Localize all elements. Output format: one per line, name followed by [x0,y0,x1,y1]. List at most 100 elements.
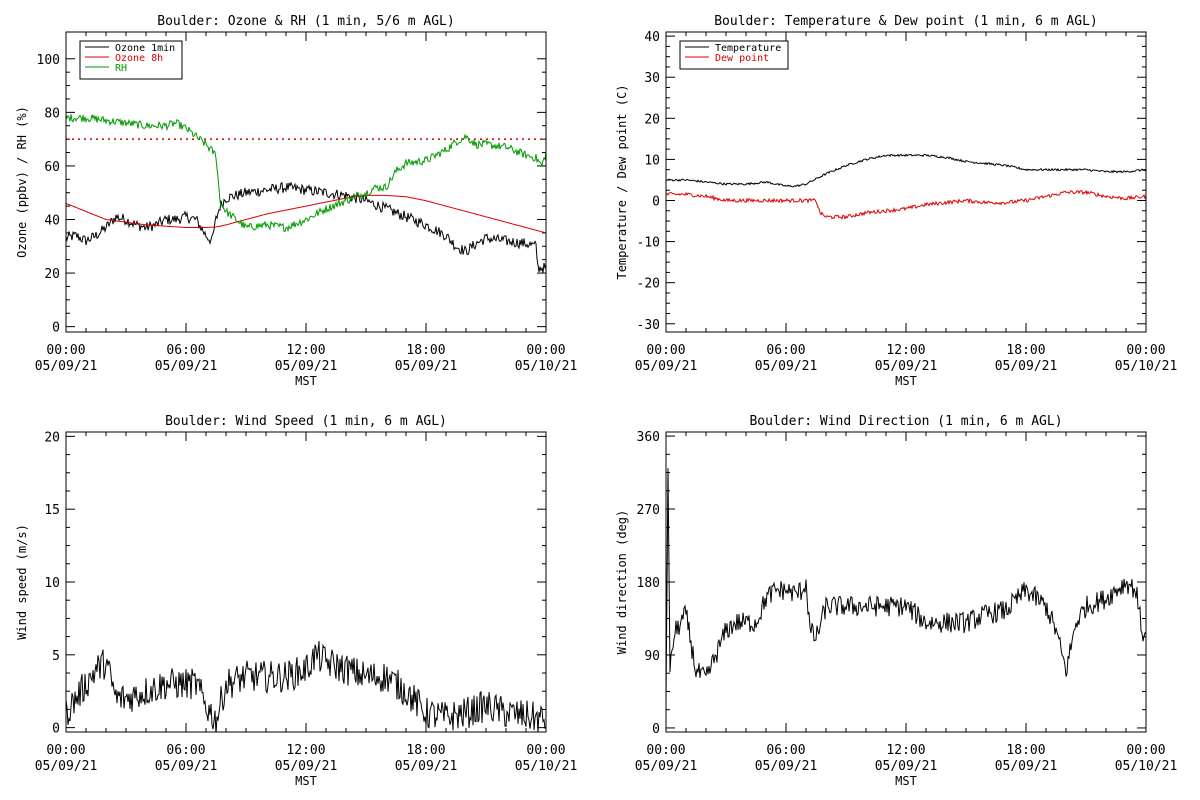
y-tick-label: 30 [644,71,660,86]
series-line-ozone-8h [66,194,546,234]
x-tick-label: 00:00 [1126,343,1165,358]
x-tick-label: 06:00 [166,743,205,758]
x-tick-label: 06:00 [766,343,805,358]
chart-panel-2: Boulder: Temperature & Dew point (1 min,… [615,14,1177,388]
x-axis-label: MST [295,374,317,388]
y-tick-label: -10 [637,236,660,251]
y-tick-label: -20 [637,277,660,292]
x-tick-date: 05/09/21 [875,359,938,374]
y-tick-label: 270 [637,503,660,518]
chart-title: Boulder: Wind Direction (1 min, 6 m AGL) [749,414,1062,429]
y-tick-label: 40 [44,214,60,229]
series-line-rh [66,114,546,233]
x-tick-date: 05/09/21 [35,759,98,774]
chart-title: Boulder: Ozone & RH (1 min, 5/6 m AGL) [157,14,454,29]
y-tick-label: 20 [644,112,660,127]
series-line-temperature [666,153,1146,188]
y-tick-label: 40 [644,30,660,45]
x-tick-label: 00:00 [46,743,85,758]
y-tick-label: 90 [644,649,660,664]
chart-panel-3: Boulder: Wind Speed (1 min, 6 m AGL) Wind… [15,414,577,788]
legend-label: Ozone 8h [115,53,163,64]
y-tick-label: 0 [52,321,60,336]
x-tick-date: 05/09/21 [995,359,1058,374]
y-tick-label: 60 [44,160,60,175]
x-tick-date: 05/10/21 [1115,759,1178,774]
x-tick-label: 12:00 [886,343,925,358]
plot-frame [665,431,1147,733]
y-tick-label: 0 [52,722,60,737]
series-line-1 [666,468,1146,702]
legend-label: Dew point [715,53,769,64]
x-axis-label: MST [295,774,317,788]
y-axis-label: Ozone (ppbv) / RH (%) [15,106,29,258]
x-tick-date: 05/09/21 [875,759,938,774]
legend-label: RH [115,63,127,74]
series-line-dew-point [666,189,1146,220]
y-tick-label: 80 [44,106,60,121]
chart-title: Boulder: Wind Speed (1 min, 6 m AGL) [165,414,447,429]
y-axis-label: Temperature / Dew point (C) [615,84,629,279]
x-tick-date: 05/09/21 [755,759,818,774]
plot-frame [65,31,547,333]
x-tick-date: 05/10/21 [515,759,578,774]
x-tick-date: 05/09/21 [635,359,698,374]
y-tick-label: 0 [652,194,660,209]
x-tick-label: 06:00 [166,343,205,358]
legend-label: Ozone 1min [115,43,175,54]
x-axis-label: MST [895,774,917,788]
x-tick-label: 00:00 [526,343,565,358]
x-tick-date: 05/09/21 [155,759,218,774]
y-tick-label: 360 [637,430,660,445]
x-tick-label: 06:00 [766,743,805,758]
y-tick-label: 10 [44,576,60,591]
x-tick-date: 05/09/21 [995,759,1058,774]
x-tick-label: 18:00 [1006,343,1045,358]
x-tick-label: 12:00 [286,743,325,758]
y-tick-label: 100 [37,53,60,68]
x-tick-label: 00:00 [526,743,565,758]
y-tick-label: -30 [637,318,660,333]
x-tick-label: 18:00 [406,743,445,758]
y-tick-label: 20 [44,430,60,445]
x-tick-date: 05/09/21 [275,759,338,774]
x-tick-label: 18:00 [1006,743,1045,758]
x-tick-date: 05/09/21 [395,359,458,374]
y-tick-label: 10 [644,153,660,168]
x-tick-date: 05/10/21 [1115,359,1178,374]
x-tick-label: 00:00 [46,343,85,358]
x-tick-date: 05/09/21 [155,359,218,374]
y-tick-label: 0 [652,722,660,737]
x-tick-date: 05/09/21 [755,359,818,374]
y-tick-label: 180 [637,576,660,591]
chart-panel-4: Boulder: Wind Direction (1 min, 6 m AGL)… [615,414,1177,788]
chart-title: Boulder: Temperature & Dew point (1 min,… [714,14,1098,29]
series-line-ozone-1min [66,181,546,273]
legend-label: Temperature [715,43,781,54]
y-axis-label: Wind speed (m/s) [15,524,29,640]
plot-frame [65,431,547,733]
y-tick-label: 20 [44,267,60,282]
x-tick-date: 05/10/21 [515,359,578,374]
x-tick-date: 05/09/21 [635,759,698,774]
x-axis-label: MST [895,374,917,388]
x-tick-label: 00:00 [646,343,685,358]
y-axis-label: Wind direction (deg) [615,510,629,655]
x-tick-label: 00:00 [1126,743,1165,758]
y-tick-label: 5 [52,649,60,664]
x-tick-label: 12:00 [886,743,925,758]
y-tick-label: 15 [44,503,60,518]
x-tick-label: 18:00 [406,343,445,358]
x-tick-date: 05/09/21 [275,359,338,374]
legend-box [679,40,789,70]
series-line-1 [66,640,546,732]
plot-frame [665,31,1147,333]
x-tick-label: 00:00 [646,743,685,758]
x-tick-date: 05/09/21 [35,359,98,374]
x-tick-date: 05/09/21 [395,759,458,774]
x-tick-label: 12:00 [286,343,325,358]
chart-panel-1: Boulder: Ozone & RH (1 min, 5/6 m AGL) Oz… [15,14,577,388]
